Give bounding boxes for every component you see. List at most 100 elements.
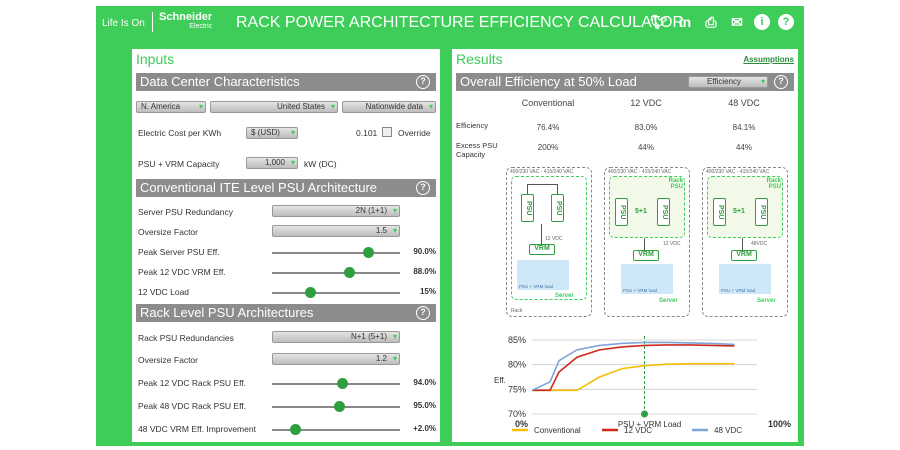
assumptions-link[interactable]: Assumptions <box>743 55 794 64</box>
connector <box>557 184 558 198</box>
conventional-header: Conventional ITE Level PSU Architecture … <box>136 179 436 197</box>
print-icon[interactable]: ⎙ <box>705 14 717 30</box>
load-box: PSU + VRM load <box>719 264 771 294</box>
help-icon[interactable]: ? <box>416 306 430 320</box>
conventional-diagram: 400/230 VAC - 415/240 VAC PSU PSU 12 VDC… <box>506 167 592 317</box>
peak-48vdc-rack-psu-slider[interactable] <box>272 401 400 412</box>
region-dropdown[interactable]: N. America <box>136 101 206 113</box>
peak-12vdc-rack-psu-value: 94.0% <box>413 378 436 387</box>
efficiency-chart: 70% 75% 80% 85% 0% 100% PSU + VRM Load Eff. Conv… <box>494 335 791 434</box>
voltage-label: 400/230 VAC - 415/240 VAC <box>608 169 672 175</box>
rack-psu-redundancies-dropdown[interactable]: N+1 (5+1) <box>272 331 400 343</box>
rack-level-header-label: Rack Level PSU Architectures <box>140 305 314 320</box>
peak-vrm-eff-label: Peak 12 VDC VRM Eff. <box>138 267 226 277</box>
rack-oversize-dropdown[interactable]: 1.2 <box>272 353 400 365</box>
vdc-load-slider[interactable] <box>272 287 400 298</box>
legend-label: 48 VDC <box>714 426 742 434</box>
conv-oversize-dropdown[interactable]: 1.5 <box>272 225 400 237</box>
results-panel: Results Assumptions Overall Efficiency a… <box>452 49 798 442</box>
y-tick-label: 70% <box>508 409 526 419</box>
rack-psu-tag: Rack PSU <box>766 178 781 190</box>
series-line-1 <box>532 344 735 392</box>
slider-knob[interactable] <box>337 378 349 389</box>
app-title: RACK POWER ARCHITECTURE EFFICIENCY CALCU… <box>236 14 685 31</box>
header-bar: Life Is On Schneider Electric RACK POWER… <box>96 6 804 42</box>
vrm-eff-improvement-slider[interactable] <box>272 424 400 435</box>
help-icon[interactable]: ? <box>416 75 430 89</box>
slider-knob[interactable] <box>363 247 374 258</box>
inputs-title: Inputs <box>136 51 175 67</box>
redundancy-label: 5+1 <box>733 208 745 215</box>
help-icon[interactable]: ? <box>774 75 788 89</box>
override-checkbox[interactable] <box>382 127 392 137</box>
psu-box: PSU <box>713 198 726 226</box>
slider-knob[interactable] <box>290 424 302 435</box>
cost-value: 0.101 <box>356 128 378 138</box>
peak-server-psu-eff-label: Peak Server PSU Eff. <box>138 247 220 257</box>
data-source-dropdown[interactable]: Nationwide data <box>342 101 436 113</box>
linkedin-icon[interactable]: in <box>678 14 692 30</box>
peak-server-psu-eff-slider[interactable] <box>272 247 400 258</box>
vdc-load-label: 12 VDC Load <box>138 287 190 297</box>
vrm-eff-improvement-value: +2.0% <box>413 424 436 433</box>
rack-level-header: Rack Level PSU Architectures ? <box>136 304 436 322</box>
y-tick-label: 85% <box>508 335 526 345</box>
server-label: Server <box>555 293 574 299</box>
psu-box: PSU <box>657 198 670 226</box>
rack-psu-redundancies-label: Rack PSU Redundancies <box>138 333 234 343</box>
currency-dropdown[interactable]: $ (USD) <box>246 127 298 139</box>
peak-vrm-eff-slider[interactable] <box>272 267 400 278</box>
conv-oversize-label: Oversize Factor <box>138 227 198 237</box>
rack-oversize-label: Oversize Factor <box>138 355 198 365</box>
psu-box: PSU <box>521 194 534 222</box>
rack-psu-box <box>609 176 685 238</box>
schneider-logo: Schneider Electric <box>152 12 212 32</box>
series-line-2 <box>531 341 735 392</box>
vdc12-diagram: 400/230 VAC - 415/240 VAC Rack PSU PSU P… <box>604 167 690 317</box>
capacity-dropdown[interactable]: 1,000 <box>246 157 298 169</box>
connector <box>541 224 542 244</box>
metric-dropdown[interactable]: Efficiency <box>688 76 768 88</box>
connector <box>527 184 558 185</box>
conventional-header-label: Conventional ITE Level PSU Architecture <box>140 180 378 195</box>
brand-sub: Electric <box>189 23 213 30</box>
server-label: Server <box>659 298 678 304</box>
load-label: PSU + VRM load <box>519 284 554 289</box>
x-axis-label: PSU + VRM Load <box>618 420 681 429</box>
info-icon[interactable]: i <box>754 14 770 30</box>
help-icon[interactable]: ? <box>416 181 430 195</box>
header-icons: 🐦︎ in ⎙ ✉ i ? <box>650 14 794 31</box>
series-line-0 <box>532 362 735 392</box>
country-dropdown[interactable]: United States <box>210 101 338 113</box>
y-tick-label: 75% <box>508 384 526 394</box>
slider-knob[interactable] <box>333 401 345 412</box>
twitter-icon[interactable]: 🐦︎ <box>650 14 668 30</box>
psu-box: PSU <box>551 194 564 222</box>
load-label: PSU + VRM load <box>721 288 756 293</box>
connector <box>527 184 528 198</box>
excess-capacity-label: Excess PSU Capacity <box>456 141 498 159</box>
peak-48vdc-rack-psu-label: Peak 48 VDC Rack PSU Eff. <box>138 401 247 411</box>
v12-label: 12 VDC <box>663 241 681 247</box>
help-icon[interactable]: ? <box>778 14 794 30</box>
server-psu-redundancy-dropdown[interactable]: 2N (1+1) <box>272 205 400 217</box>
peak-vrm-eff-value: 88.0% <box>413 267 436 276</box>
slider-knob[interactable] <box>305 287 317 298</box>
col-48vdc: 48 VDC <box>728 98 760 108</box>
peak-12vdc-rack-psu-slider[interactable] <box>272 378 400 389</box>
slider-knob[interactable] <box>343 267 355 278</box>
eff-conventional: 76.4% <box>536 123 560 132</box>
excess-12vdc: 44% <box>637 143 654 152</box>
load-box: PSU + VRM load <box>517 260 569 290</box>
vdc-load-value: 15% <box>419 287 436 296</box>
mail-icon[interactable]: ✉ <box>731 14 743 30</box>
rack-psu-box <box>707 176 783 238</box>
rack-label: Rack <box>511 308 523 314</box>
peak-12vdc-rack-psu-label: Peak 12 VDC Rack PSU Eff. <box>138 378 247 388</box>
dc-header-label: Data Center Characteristics <box>140 74 300 89</box>
server-box <box>511 176 587 300</box>
y-tick-label: 80% <box>508 360 526 370</box>
brand-name: Schneider <box>159 11 213 23</box>
vrm-eff-improvement-label: 48 VDC VRM Eff. Improvement <box>138 424 256 434</box>
capacity-label: PSU + VRM Capacity <box>138 159 220 169</box>
